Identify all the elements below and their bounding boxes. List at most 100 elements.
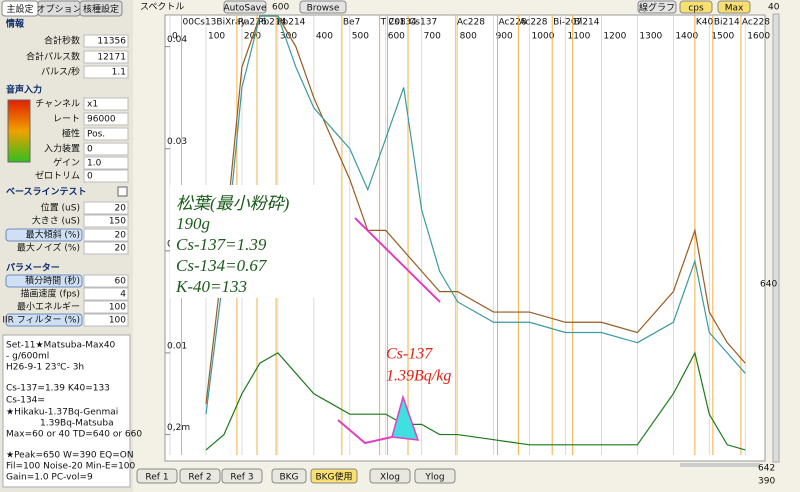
- bottom-button-label: BKG使用: [315, 471, 352, 483]
- x-tick-label: 500: [352, 32, 369, 42]
- nuclide-label: Ra226: [238, 18, 267, 28]
- row-value: 1.1: [112, 68, 126, 78]
- x-tick-label: 1400: [675, 32, 698, 42]
- y-tick-label: 0.01: [167, 341, 187, 351]
- row-button[interactable]: [5, 228, 83, 242]
- note-line: ★Peak=650 W=390 EQ=ON: [6, 451, 134, 461]
- nuclide-label: Pb214: [258, 18, 287, 28]
- x-tick-label: 1100: [567, 32, 590, 42]
- tab-label: 主設定: [6, 3, 33, 15]
- spectrum-line: [205, 15, 746, 415]
- nuclide-label: Bi214: [574, 18, 600, 28]
- value-box: [83, 169, 129, 183]
- row-value: 1.0: [87, 159, 102, 169]
- note-line: Set-11★Matsuba-Max40: [6, 341, 116, 351]
- autosave-button-label: AutoSave: [224, 4, 267, 14]
- side-label: 40: [768, 3, 780, 13]
- row-value: 20: [115, 231, 127, 241]
- vertical-slider[interactable]: [772, 13, 780, 463]
- cps-button[interactable]: [679, 0, 713, 14]
- annotation-line: Cs-134=0.67: [176, 256, 268, 275]
- peak-label: 1.39Bq/kg: [386, 368, 451, 385]
- nuclide-label: K40: [696, 18, 714, 28]
- row-label: ゲイン: [53, 157, 80, 169]
- baseline-mark: [354, 217, 441, 303]
- row-label: 最小エネルギー: [17, 302, 80, 313]
- peak-area: [391, 394, 420, 441]
- value-box: [83, 274, 129, 288]
- bottom-button[interactable]: [136, 468, 178, 484]
- bottom-button[interactable]: [414, 468, 456, 484]
- row-label: レート: [53, 115, 80, 125]
- autosave-button[interactable]: [223, 0, 267, 14]
- browse-button-label: Browse: [307, 4, 340, 14]
- value-box: [83, 50, 129, 64]
- graph-button[interactable]: [637, 0, 677, 14]
- tab-label: オプション: [36, 4, 81, 15]
- peak-label: Cs-137: [386, 346, 433, 363]
- bottom-button-label: Ref 1: [145, 473, 168, 483]
- section-title: 情報: [5, 18, 25, 30]
- row-label: 位置 (uS): [41, 202, 80, 214]
- annotation-line: 190g: [176, 214, 210, 233]
- x-tick-label: 700: [424, 32, 441, 42]
- x-tick-label: 0: [172, 32, 178, 42]
- horizontal-slider[interactable]: [680, 463, 760, 467]
- x-tick-label: 600: [388, 32, 405, 42]
- x-tick-label: 1300: [639, 32, 662, 42]
- row-value: 12171: [97, 53, 126, 63]
- bottom-button[interactable]: [221, 468, 263, 484]
- note-line: Gain=1.0 PC-vol=9: [6, 473, 93, 483]
- row-label: 合計パルス数: [26, 51, 80, 63]
- row-value: 100: [109, 316, 126, 326]
- value-box: [83, 313, 129, 327]
- side-label: 640: [760, 280, 777, 290]
- level-meter: [7, 99, 31, 163]
- y-tick-label: 0.04: [167, 35, 187, 45]
- tab[interactable]: [79, 0, 123, 17]
- side-label: 390: [758, 477, 775, 487]
- bottom-button[interactable]: [369, 468, 411, 484]
- value-box: [83, 97, 129, 111]
- row-label: IIR フィルター (%): [2, 315, 80, 326]
- row-value: 100: [109, 303, 126, 313]
- note-line: Cs-137=1.39 K40=133: [6, 384, 110, 394]
- bottom-button[interactable]: [310, 468, 358, 484]
- bottom-button[interactable]: [271, 468, 307, 484]
- x-tick-label: 1200: [603, 32, 626, 42]
- nuclide-label: Ac228: [457, 18, 485, 28]
- row-value: x1: [87, 100, 98, 110]
- bottom-button-label: Xlog: [380, 473, 400, 483]
- value-box: [83, 241, 129, 255]
- max-button-label: Max: [725, 4, 744, 14]
- note-line: Cs-134=: [6, 396, 45, 406]
- value-box: [83, 127, 129, 141]
- nuclide-label: 00Cs13BiXray: [183, 18, 247, 28]
- annotation-line: K-40=133: [175, 277, 247, 296]
- row-button[interactable]: [5, 274, 83, 288]
- row-value: 0: [87, 145, 93, 155]
- row-button[interactable]: [5, 313, 83, 327]
- value-box: [83, 228, 129, 242]
- row-value: 20: [115, 244, 127, 254]
- browse-button[interactable]: [299, 0, 347, 14]
- bottom-button[interactable]: [179, 468, 221, 484]
- annotation-line: Cs-137=1.39: [176, 235, 267, 254]
- value-box: [83, 287, 129, 301]
- checkbox[interactable]: [117, 186, 128, 197]
- annotation-line: 松葉(最小粉砕): [176, 194, 290, 213]
- value-box: [83, 65, 129, 79]
- bottom-button-label: Ylog: [424, 473, 444, 483]
- note-line: 1.39Bq-Matsuba: [40, 419, 114, 429]
- y-tick-label: 0,2m: [167, 423, 190, 433]
- max-button[interactable]: [717, 0, 751, 14]
- x-tick-label: 1000: [532, 32, 555, 42]
- row-value: 4: [120, 290, 126, 300]
- row-label: パルス/秒: [41, 66, 80, 78]
- row-value: 150: [109, 217, 126, 227]
- row-value: 0: [87, 172, 93, 182]
- value-box: [83, 201, 129, 215]
- nuclide-label: Bi214: [714, 18, 740, 28]
